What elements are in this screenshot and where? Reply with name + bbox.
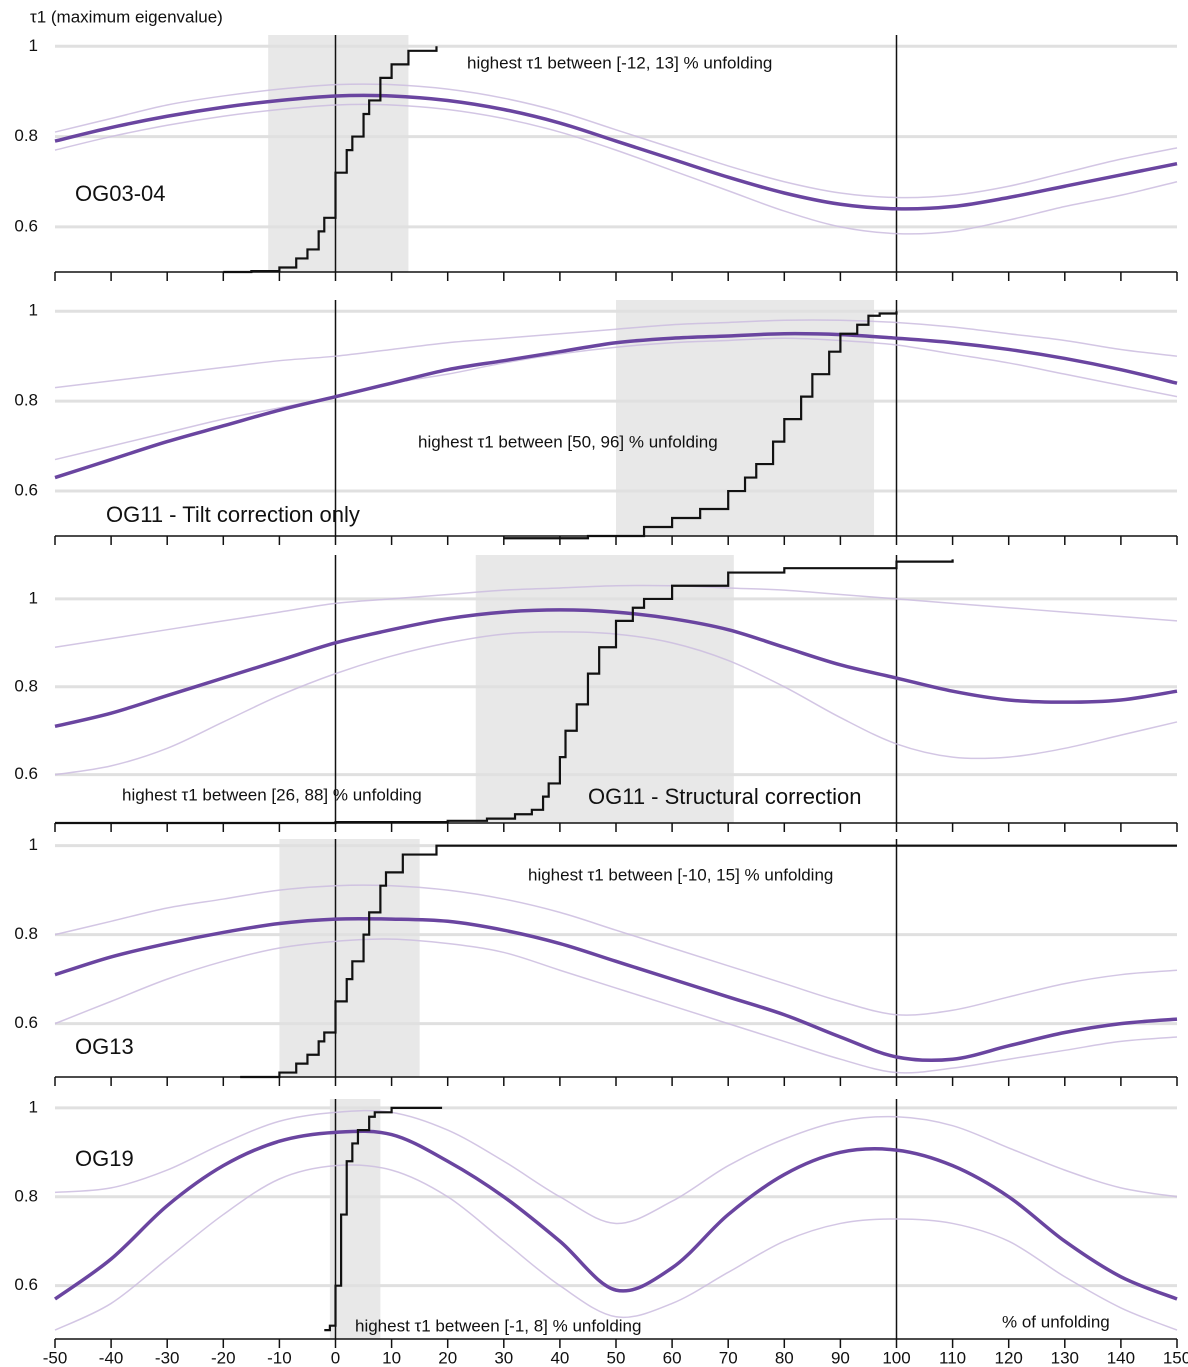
y-tick-label: 0.6	[14, 481, 38, 500]
x-axis-title: % of unfolding	[1002, 1312, 1110, 1331]
y-tick-label: 1	[29, 301, 38, 320]
x-tick-label: 30	[494, 1348, 513, 1367]
annotation: highest τ1 between [26, 88] % unfolding	[122, 785, 422, 804]
y-tick-label: 0.8	[14, 924, 38, 943]
panel-label: OG11 - Structural correction	[588, 784, 861, 809]
annotation: highest τ1 between [-10, 15] % unfolding	[528, 865, 833, 884]
x-tick-label: 20	[438, 1348, 457, 1367]
x-tick-label: 100	[882, 1348, 910, 1367]
mean-line	[54, 93, 1178, 211]
x-tick-label: -50	[43, 1348, 68, 1367]
y-tick-label: 0.6	[14, 1275, 38, 1294]
annotation: highest τ1 between [50, 96] % unfolding	[418, 432, 718, 451]
y-tick-label: 0.8	[14, 1186, 38, 1205]
x-tick-label: -30	[155, 1348, 180, 1367]
x-tick-label: -10	[267, 1348, 292, 1367]
y-tick-label: 0.6	[14, 1013, 38, 1032]
panel-label: OG03-04	[75, 181, 166, 206]
x-tick-label: 110	[939, 1348, 966, 1367]
cumulative-step	[503, 311, 898, 540]
highlight-band	[268, 35, 409, 272]
sample-line	[54, 1164, 1178, 1331]
y-tick-label: 0.8	[14, 391, 38, 410]
panel-label: OG19	[75, 1146, 134, 1171]
highlight-band	[475, 555, 734, 823]
sample-line	[54, 1109, 1178, 1225]
x-tick-label: 120	[995, 1348, 1023, 1367]
x-tick-label: 150	[1163, 1348, 1188, 1367]
mean-line	[54, 608, 1178, 729]
x-tick-label: 70	[719, 1348, 738, 1367]
sample-line	[54, 938, 1178, 1074]
y-tick-label: 0.6	[14, 216, 38, 235]
annotation: highest τ1 between [-12, 13] % unfolding	[467, 53, 772, 72]
panel-label: OG13	[75, 1034, 134, 1059]
x-tick-label: 10	[382, 1348, 401, 1367]
y-tick-label: 1	[29, 36, 38, 55]
x-tick-label: 80	[775, 1348, 794, 1367]
sample-line	[54, 103, 1178, 235]
panel-label: OG11 - Tilt correction only	[106, 502, 360, 527]
sample-line	[54, 83, 1178, 199]
sample-line	[54, 884, 1178, 1016]
cumulative-step	[324, 1106, 443, 1332]
sample-line	[54, 319, 1178, 389]
cumulative-step	[223, 46, 438, 274]
mean-line	[54, 916, 1178, 1063]
mean-line	[54, 331, 1178, 480]
y-tick-label: 0.8	[14, 126, 38, 145]
x-tick-label: 40	[550, 1348, 569, 1367]
y-tick-label: 0.6	[14, 764, 38, 783]
x-tick-label: -40	[99, 1348, 124, 1367]
sample-line	[54, 337, 1178, 461]
x-tick-label: -20	[211, 1348, 236, 1367]
y-tick-label: 0.8	[14, 676, 38, 695]
mean-line	[53, 1129, 1178, 1301]
x-tick-label: 60	[663, 1348, 682, 1367]
y-tick-label: 1	[29, 1097, 38, 1116]
x-tick-label: 90	[831, 1348, 850, 1367]
x-tick-label: 140	[1107, 1348, 1135, 1367]
highlight-band	[279, 839, 420, 1077]
x-tick-label: 50	[607, 1348, 626, 1367]
annotation: highest τ1 between [-1, 8] % unfolding	[355, 1316, 641, 1335]
y-tick-label: 1	[29, 588, 38, 607]
x-tick-label: 130	[1051, 1348, 1079, 1367]
y-tick-label: 1	[29, 835, 38, 854]
x-tick-label: 0	[331, 1348, 340, 1367]
cumulative-step	[240, 844, 1177, 1079]
highlight-band	[329, 1099, 381, 1339]
cumulative-step	[55, 559, 954, 825]
y-axis-title: τ1 (maximum eigenvalue)	[30, 7, 223, 26]
sample-line	[54, 584, 1178, 649]
